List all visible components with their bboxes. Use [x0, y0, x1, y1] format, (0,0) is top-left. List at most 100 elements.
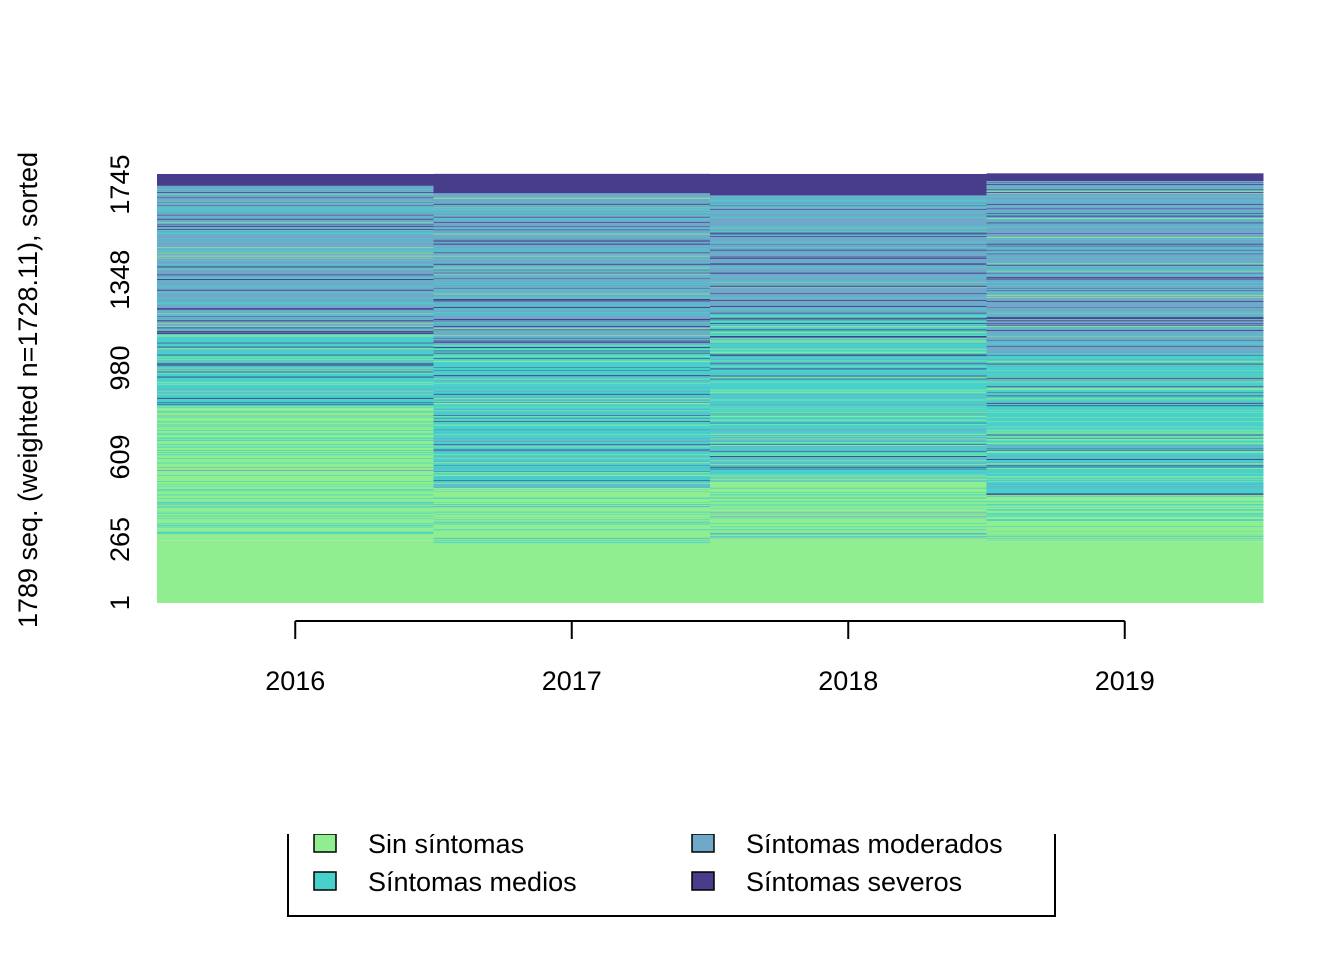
- state-stripe: [157, 214, 434, 216]
- state-stripe: [710, 272, 987, 274]
- state-stripe: [433, 424, 711, 426]
- state-stripe: [710, 463, 987, 464]
- state-stripe: [433, 504, 711, 506]
- state-stripe: [710, 200, 987, 202]
- state-stripe: [433, 457, 711, 459]
- state-stripe: [710, 536, 987, 537]
- state-stripe: [157, 368, 434, 370]
- state-stripe: [710, 276, 987, 278]
- state-stripe: [986, 196, 1264, 197]
- state-stripe: [157, 303, 434, 305]
- state-stripe: [986, 173, 1264, 175]
- state-stripe: [710, 487, 987, 489]
- state-stripe: [986, 270, 1264, 271]
- state-stripe: [710, 419, 987, 421]
- state-stripe: [157, 211, 434, 212]
- state-stripe: [433, 312, 711, 314]
- state-stripe: [157, 233, 434, 235]
- state-stripe: [986, 430, 1264, 431]
- state-stripe: [710, 216, 987, 218]
- state-stripe: [157, 440, 434, 442]
- state-stripe: [986, 251, 1264, 253]
- state-stripe: [986, 386, 1264, 388]
- state-stripe: [157, 217, 434, 218]
- state-stripe: [986, 405, 1264, 407]
- state-stripe: [433, 218, 711, 220]
- state-stripe: [433, 197, 711, 199]
- state-stripe: [157, 278, 434, 280]
- state-stripe: [710, 437, 987, 438]
- state-stripe: [433, 212, 711, 214]
- state-stripe: [710, 492, 987, 493]
- state-stripe: [433, 467, 711, 469]
- state-stripe: [986, 214, 1264, 216]
- severos-band: [433, 174, 711, 193]
- state-stripe: [157, 297, 434, 299]
- state-stripe: [710, 537, 987, 539]
- state-stripe: [986, 448, 1264, 450]
- state-stripe: [986, 361, 1264, 363]
- state-stripe: [710, 316, 987, 318]
- state-stripe: [157, 342, 434, 344]
- state-stripe: [710, 468, 987, 470]
- state-stripe: [157, 489, 434, 491]
- x-axis: 2016 2017 2018 2019: [265, 620, 1155, 696]
- state-stripe: [986, 451, 1264, 453]
- state-stripe: [157, 438, 434, 440]
- state-stripe: [157, 356, 434, 358]
- state-stripe: [986, 378, 1264, 380]
- state-stripe: [157, 371, 434, 373]
- state-stripe: [157, 349, 434, 351]
- state-stripe: [157, 313, 434, 314]
- state-stripe: [157, 525, 434, 526]
- state-stripe: [710, 324, 987, 326]
- state-stripe: [986, 352, 1264, 354]
- state-stripe: [986, 341, 1264, 343]
- state-stripe: [433, 523, 711, 525]
- state-stripe: [433, 445, 711, 446]
- state-stripe: [157, 523, 434, 525]
- state-stripe: [986, 294, 1264, 296]
- state-stripe: [710, 434, 987, 436]
- state-stripe: [710, 458, 987, 460]
- state-stripe: [710, 236, 987, 237]
- state-stripe: [710, 455, 987, 456]
- state-stripe: [433, 393, 711, 395]
- state-stripe: [433, 449, 711, 451]
- state-stripe: [710, 461, 987, 463]
- state-stripe: [157, 446, 434, 448]
- state-stripe: [157, 433, 434, 435]
- state-stripe: [433, 487, 711, 488]
- state-stripe: [433, 241, 711, 242]
- state-stripe: [710, 314, 987, 316]
- state-stripe: [433, 419, 711, 421]
- state-stripe: [710, 394, 987, 396]
- state-stripe: [986, 288, 1264, 290]
- state-stripe: [433, 335, 711, 336]
- state-stripe: [986, 271, 1264, 272]
- state-stripe: [986, 496, 1264, 497]
- state-stripe: [157, 203, 434, 204]
- state-stripe: [433, 540, 711, 542]
- state-stripe: [433, 293, 711, 295]
- state-stripe: [433, 252, 711, 254]
- state-stripe: [433, 258, 711, 260]
- state-stripe: [710, 309, 987, 311]
- state-block: [986, 495, 1264, 542]
- state-stripe: [433, 209, 711, 210]
- state-stripe: [433, 204, 711, 206]
- state-stripe: [710, 399, 987, 401]
- state-stripe: [986, 478, 1264, 480]
- plot-area: [157, 173, 1264, 603]
- state-stripe: [433, 210, 711, 211]
- state-stripe: [710, 446, 987, 448]
- state-stripe: [157, 225, 434, 227]
- state-stripe: [157, 251, 434, 253]
- state-stripe: [710, 330, 987, 331]
- state-stripe: [986, 278, 1264, 280]
- state-stripe: [986, 336, 1264, 338]
- state-stripe: [157, 370, 434, 372]
- state-stripe: [433, 339, 711, 340]
- state-stripe: [433, 265, 711, 267]
- state-stripe: [986, 372, 1264, 374]
